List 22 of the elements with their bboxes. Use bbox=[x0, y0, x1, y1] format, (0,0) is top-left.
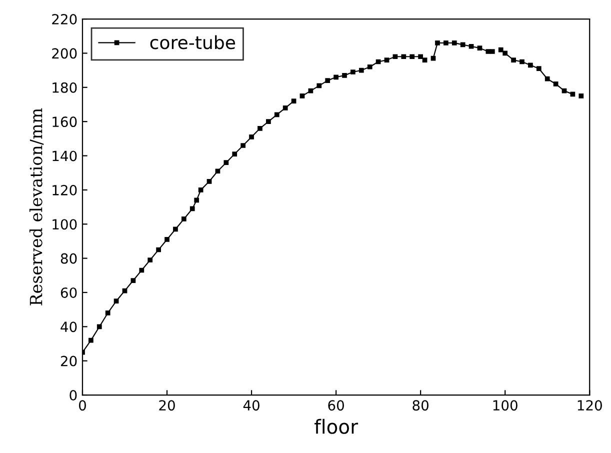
x-tick-label: 20 bbox=[159, 400, 175, 411]
y-tick-label: 180 bbox=[52, 82, 77, 93]
y-tick-label: 120 bbox=[52, 184, 77, 196]
y-tick-label: 140 bbox=[52, 150, 77, 162]
y-tick-label: 160 bbox=[52, 116, 77, 128]
x-tick-label: 0 bbox=[78, 400, 86, 411]
x-axis-title: floor bbox=[314, 418, 358, 434]
y-tick-label: 60 bbox=[60, 287, 77, 298]
x-tick-label: 60 bbox=[328, 400, 344, 411]
y-tick-label: 200 bbox=[52, 48, 77, 59]
x-tick-label: 80 bbox=[412, 400, 428, 411]
y-tick-label: 80 bbox=[60, 253, 77, 264]
x-tick-label: 40 bbox=[243, 400, 260, 411]
y-tick-label: 40 bbox=[60, 322, 77, 332]
x-tick-label: 100 bbox=[493, 400, 518, 411]
y-tick-label: 20 bbox=[60, 356, 77, 366]
y-tick-label: 100 bbox=[52, 219, 77, 230]
y-axis-title: Reserved elevation/mm bbox=[29, 108, 44, 306]
legend-label: core-tube bbox=[150, 35, 236, 50]
y-tick-label: 0 bbox=[70, 390, 77, 400]
x-tick-label: 120 bbox=[578, 400, 602, 411]
y-tick-label: 220 bbox=[52, 14, 77, 24]
